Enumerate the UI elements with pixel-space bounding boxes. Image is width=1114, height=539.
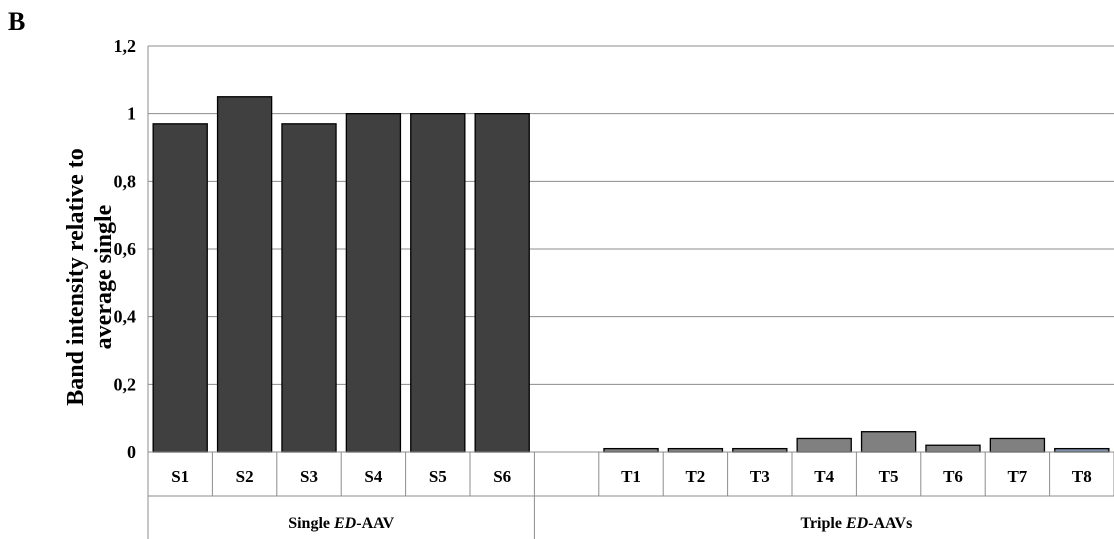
category-label: T5	[879, 467, 899, 486]
category-label: S1	[171, 467, 189, 486]
bar	[216, 96, 273, 453]
y-tick-labels: 0 0,2 0,4 0,6 0,8 1 1,2	[114, 36, 137, 462]
y-tick-label: 0,2	[114, 374, 137, 394]
category-label: T3	[750, 467, 770, 486]
bar	[281, 123, 337, 453]
category-label: S4	[364, 467, 382, 486]
y-tick-label: 1	[127, 104, 136, 124]
bar	[410, 113, 466, 453]
bar	[1054, 447, 1110, 453]
category-label: S6	[493, 467, 511, 486]
bar	[152, 123, 208, 453]
category-label: S3	[300, 467, 318, 486]
bar	[796, 437, 852, 453]
category-label: T4	[814, 467, 834, 486]
bar	[925, 444, 981, 453]
category-label: T2	[685, 467, 705, 486]
category-label: T8	[1072, 467, 1092, 486]
bar	[860, 431, 917, 453]
y-tick-label: 0,6	[114, 239, 137, 259]
bar	[732, 447, 788, 453]
bars	[152, 96, 1110, 453]
group-label: Triple ED-AAVs	[800, 515, 912, 532]
bar	[667, 447, 724, 453]
group-labels: Single ED-AAV Triple ED-AAVs	[288, 515, 912, 532]
y-axis-title: Band intensity relative to average singl…	[63, 148, 117, 406]
y-tick-label: 1,2	[114, 36, 137, 56]
panel-letter: B	[8, 7, 25, 36]
category-labels: S1 S2 S3 S4 S5 S6 T1 T2 T3 T4 T5 T6 T7 T8	[171, 467, 1092, 486]
y-tick-label: 0,4	[114, 307, 137, 327]
category-label: T6	[943, 467, 963, 486]
bar	[603, 447, 659, 453]
y-tick-label: 0	[127, 442, 136, 462]
category-label: S2	[236, 467, 254, 486]
bar	[345, 113, 402, 453]
bar	[989, 437, 1046, 453]
category-label: T1	[621, 467, 641, 486]
y-tick-label: 0,8	[114, 171, 137, 191]
axes	[147, 46, 1114, 539]
y-axis-title-line-1: Band intensity relative to	[63, 148, 89, 406]
bar	[474, 113, 530, 453]
group-label: Single ED-AAV	[288, 515, 394, 532]
category-label: S5	[429, 467, 447, 486]
y-axis-title-line-2: average single	[91, 204, 117, 349]
category-label: T7	[1007, 467, 1027, 486]
